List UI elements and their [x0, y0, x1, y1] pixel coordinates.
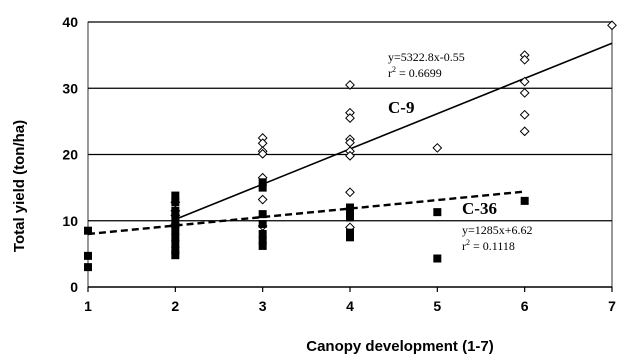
c36-trend-line — [87, 190, 525, 236]
c9-r-squared: r2 = 0.6699 — [388, 65, 442, 80]
c36-data-point — [171, 220, 180, 229]
c9-data-point — [519, 109, 530, 120]
y-tick-label: 10 — [62, 213, 78, 229]
c9-data-point — [519, 87, 530, 98]
c36-data-point — [433, 208, 442, 217]
fit-layer — [87, 42, 613, 236]
c36-data-point — [171, 213, 180, 222]
c9-data-point — [345, 150, 355, 161]
c36-data-point — [258, 210, 267, 219]
axis-layer: 0 10 20 30 40 1 2 3 4 5 6 7 — [62, 14, 616, 314]
y-tick-label: 0 — [70, 279, 78, 295]
c36-data-point — [258, 241, 267, 250]
x-tick-label: 7 — [608, 298, 616, 314]
c36-data-point — [171, 246, 180, 255]
y-axis-title: Total yield (ton/ha) — [11, 120, 28, 252]
c36-data-point — [84, 263, 92, 272]
point-layer — [84, 20, 617, 272]
c36-data-point — [520, 196, 529, 205]
label-layer: Total yield (ton/ha) Canopy development … — [11, 50, 533, 355]
c9-data-point — [519, 76, 530, 87]
c9-data-point — [257, 148, 268, 159]
c9-data-point — [607, 20, 617, 31]
c36-data-point — [171, 226, 180, 235]
x-axis-title: Canopy development (1-7) — [306, 338, 494, 355]
c9-data-point — [257, 138, 268, 149]
c9-data-point — [519, 54, 530, 65]
c9-data-point — [519, 126, 530, 137]
c36-r-squared: r2 = 0.1118 — [462, 238, 515, 253]
c36-data-point — [258, 178, 267, 187]
c36-data-point — [84, 226, 92, 235]
c36-data-point — [258, 236, 267, 245]
x-tick-label: 2 — [171, 298, 179, 314]
x-tick-label: 5 — [433, 298, 441, 314]
x-tick-label: 3 — [259, 298, 267, 314]
y-tick-label: 40 — [62, 14, 78, 30]
c36-data-point — [171, 251, 180, 260]
x-tick-label: 4 — [346, 298, 354, 314]
c36-data-point — [346, 203, 354, 212]
c36-data-point — [346, 233, 354, 242]
c9-trend-line — [175, 42, 613, 221]
c36-data-point — [171, 206, 180, 215]
c36-data-point — [171, 233, 180, 242]
c9-series-label: C-9 — [388, 98, 414, 117]
c36-data-point — [258, 183, 267, 192]
x-tick-label: 1 — [84, 298, 92, 314]
c36-data-point — [258, 220, 267, 229]
c36-data-point — [346, 228, 354, 237]
c9-data-point — [345, 80, 355, 90]
c36-data-point — [84, 251, 92, 260]
c36-data-point — [258, 230, 267, 238]
x-tick-label: 6 — [521, 298, 529, 314]
y-tick-label: 30 — [62, 80, 78, 96]
y-tick-label: 20 — [62, 147, 78, 163]
c36-data-point — [171, 239, 180, 248]
c9-data-point — [432, 142, 443, 153]
c9-data-point — [345, 187, 355, 198]
c36-data-point — [171, 198, 180, 207]
c36-equation: y=1285x+6.62 — [462, 223, 533, 237]
c36-data-point — [171, 191, 180, 200]
c9-data-point — [257, 194, 268, 205]
c36-series-label: C-36 — [462, 199, 497, 218]
c9-data-point — [345, 113, 355, 123]
c36-data-point — [346, 213, 354, 222]
c36-data-point — [433, 254, 442, 263]
c9-equation: y=5322.8x-0.55 — [388, 50, 465, 64]
